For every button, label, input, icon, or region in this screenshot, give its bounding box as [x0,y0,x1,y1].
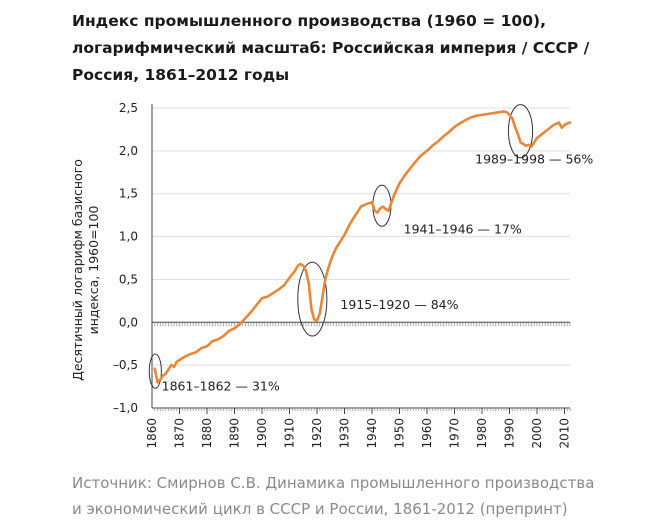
y-tick-label: 1,5 [119,187,138,201]
x-tick-label: 1970 [448,418,462,449]
highlight-ellipse [297,261,328,337]
highlight-ellipse [507,104,534,159]
y-axis-title-line: индекса, 1960=100 [86,206,101,335]
annotations: 1861–1862 — 31% 1915–1920 — 84% 1941–1946 … [148,104,593,394]
series-line [153,110,572,384]
x-tick-label: 1980 [475,418,489,449]
x-tick-label: 1940 [365,418,379,449]
y-tick-label: 2,0 [119,144,138,158]
source-line: и экономический цикл в СССР и России, 18… [72,500,568,518]
source-line: Источник: Смирнов С.В. Динамика промышле… [72,474,595,492]
x-tick-label: 1890 [228,418,242,449]
x-tick-label: 1910 [283,418,297,449]
y-axis-title-line: Десятичный логарифм базисного [70,159,85,381]
y-tick-label: 2,5 [119,101,138,115]
x-tick-label: 1920 [310,418,324,449]
x-tick-label: 1900 [255,418,269,449]
y-tick-label: 0,5 [119,272,138,286]
chart-title-line: Россия, 1861–2012 годы [72,66,290,84]
y-axis-label: Десятичный логарифм базисного индекса, 19… [70,159,101,381]
x-tick-label: 1960 [420,418,434,449]
x-tick-label: 2010 [558,418,572,449]
y-tick-label: 1,0 [119,230,138,244]
y-tick-label: 0,0 [119,315,138,329]
annotation-label: 1989–1998 — 56% [475,151,593,166]
x-tick-label: 2000 [530,418,544,449]
annotation-label: 1915–1920 — 84% [340,297,458,312]
axes: –1,0 –0,5 0,0 0,5 1,0 1,5 2,0 2,5 1860 1870 1880 18… [113,101,572,449]
series [153,110,572,384]
chart-title: Индекс промышленного производства (1960 … [72,8,632,89]
annotation-label: 1861–1862 — 31% [162,379,280,394]
x-tick-label: 1990 [503,418,517,449]
x-tick-label: 1880 [200,418,214,449]
source-note: Источник: Смирнов С.В. Динамика промышле… [72,470,652,522]
x-tick-label: 1860 [145,418,159,449]
y-tick-label: –0,5 [113,358,138,372]
x-tick-label: 1930 [338,418,352,449]
highlight-ellipse [148,353,162,389]
annotation-label: 1941–1946 — 17% [404,222,522,237]
chart-title-line: Индекс промышленного производства (1960 … [72,12,546,30]
y-tick-label: –1,0 [113,401,138,415]
x-tick-label: 1950 [393,418,407,449]
chart-title-line: логарифмический масштаб: Российская импе… [72,39,590,57]
x-tick-label: 1870 [173,418,187,449]
highlight-ellipse [372,184,392,227]
